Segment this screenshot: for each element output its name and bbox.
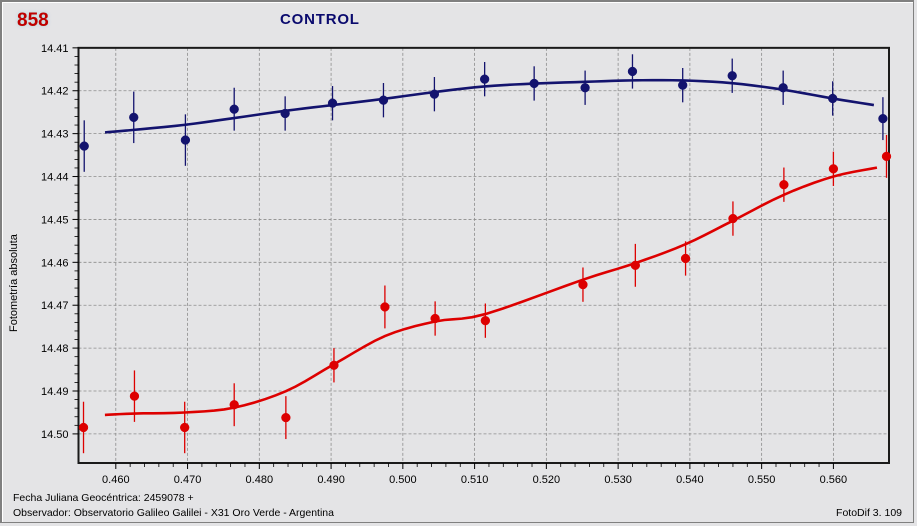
svg-text:14.41: 14.41 [41, 43, 69, 55]
svg-text:0.520: 0.520 [533, 474, 561, 486]
svg-text:14.42: 14.42 [41, 86, 69, 98]
svg-text:14.46: 14.46 [41, 257, 69, 269]
svg-text:0.480: 0.480 [246, 474, 274, 486]
svg-text:0.460: 0.460 [102, 474, 130, 486]
svg-text:0.510: 0.510 [461, 474, 489, 486]
svg-text:14.50: 14.50 [41, 429, 69, 441]
svg-text:0.540: 0.540 [676, 474, 704, 486]
svg-text:0.470: 0.470 [174, 474, 202, 486]
svg-text:14.48: 14.48 [41, 343, 69, 355]
svg-text:0.530: 0.530 [604, 474, 632, 486]
svg-text:0.500: 0.500 [389, 474, 417, 486]
svg-text:14.43: 14.43 [41, 129, 69, 141]
svg-text:14.47: 14.47 [41, 300, 69, 312]
svg-text:14.44: 14.44 [41, 172, 69, 184]
svg-text:14.49: 14.49 [41, 386, 69, 398]
svg-text:14.45: 14.45 [41, 214, 69, 226]
svg-text:0.560: 0.560 [820, 474, 848, 486]
svg-text:0.490: 0.490 [317, 474, 345, 486]
svg-text:0.550: 0.550 [748, 474, 776, 486]
